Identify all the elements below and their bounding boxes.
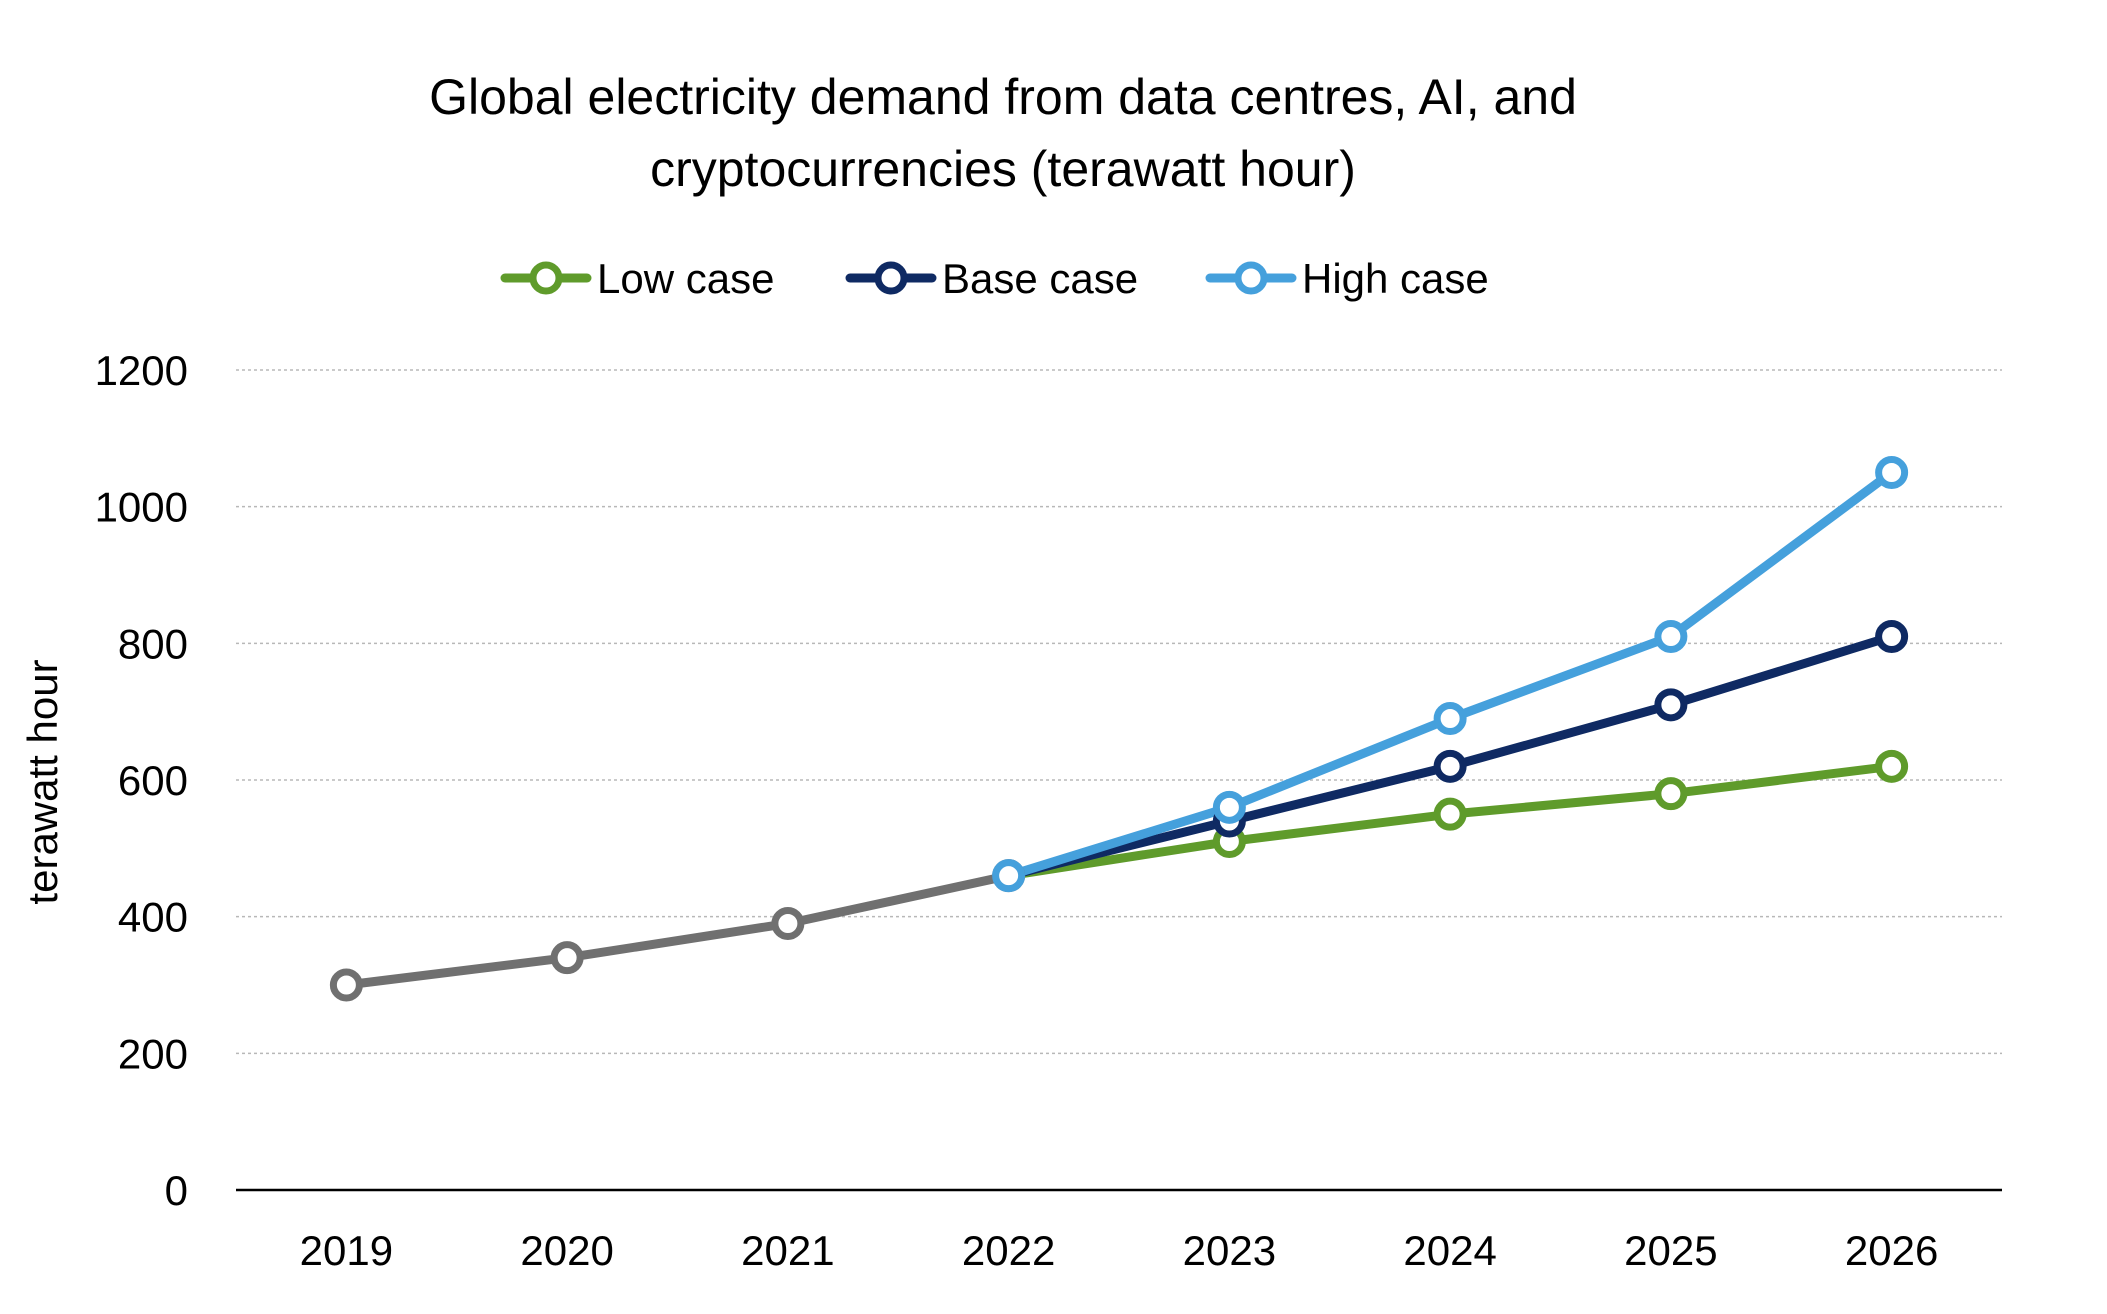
gridlines — [236, 369, 2002, 1055]
series-markers — [329, 456, 1909, 1002]
series-base-case-point — [1875, 620, 1909, 653]
x-tick-label: 2023 — [1183, 1227, 1276, 1274]
series-high-case-point — [992, 859, 1026, 893]
chart-title: Global electricity demand from data cent… — [429, 69, 1577, 197]
y-tick-label: 200 — [118, 1030, 188, 1077]
legend-marker — [1234, 261, 1268, 295]
legend-label: High case — [1302, 255, 1489, 302]
historical-series-line — [341, 871, 1014, 990]
y-tick-label: 1200 — [95, 347, 188, 394]
series-base-case-point — [1654, 688, 1688, 722]
chart-title-line-2: cryptocurrencies (terawatt hour) — [650, 141, 1356, 197]
legend-item: Base case — [845, 255, 1138, 302]
historical-series-point — [771, 907, 805, 940]
x-tick-label: 2022 — [962, 1227, 1055, 1274]
series-low-case-point — [1654, 777, 1688, 811]
series-high-case-point — [1212, 790, 1246, 824]
y-tick-label: 0 — [165, 1167, 188, 1214]
y-tick-label: 1000 — [95, 484, 188, 531]
series-base-case-point — [1433, 749, 1467, 783]
x-tick-label: 2019 — [300, 1227, 393, 1274]
legend-label: Low case — [597, 255, 774, 302]
y-axis-tick-labels: 0 200 400 600 800 1000 1200 — [95, 347, 188, 1214]
historical-series-point — [329, 968, 363, 1002]
x-axis-tick-labels: 2019 2020 2021 2022 2023 2024 2025 2026 — [300, 1227, 1939, 1274]
y-axis-title: terawatt hour — [19, 659, 66, 904]
y-tick-label: 600 — [118, 757, 188, 804]
legend-item: Low case — [500, 255, 774, 302]
x-tick-label: 2021 — [741, 1227, 834, 1274]
legend-marker — [874, 261, 908, 295]
legend: Low case Base case High case — [500, 255, 1489, 302]
x-tick-label: 2020 — [520, 1227, 613, 1274]
legend-label: Base case — [942, 255, 1138, 302]
legend-item: High case — [1205, 255, 1489, 302]
series-high-case-point — [1433, 702, 1467, 735]
series-lines — [341, 468, 1897, 990]
y-tick-label: 800 — [118, 620, 188, 667]
series-low-case-point — [1433, 797, 1467, 831]
x-tick-label: 2025 — [1624, 1227, 1717, 1274]
historical-series-point — [550, 941, 584, 975]
y-tick-label: 400 — [118, 894, 188, 941]
series-high-case-point — [1875, 456, 1909, 489]
chart-title-line-1: Global electricity demand from data cent… — [429, 69, 1577, 125]
x-tick-label: 2024 — [1403, 1227, 1496, 1274]
series-high-case-point — [1654, 620, 1688, 653]
series-low-case-point — [1875, 749, 1909, 783]
x-tick-label: 2026 — [1845, 1227, 1938, 1274]
legend-marker — [529, 261, 563, 295]
